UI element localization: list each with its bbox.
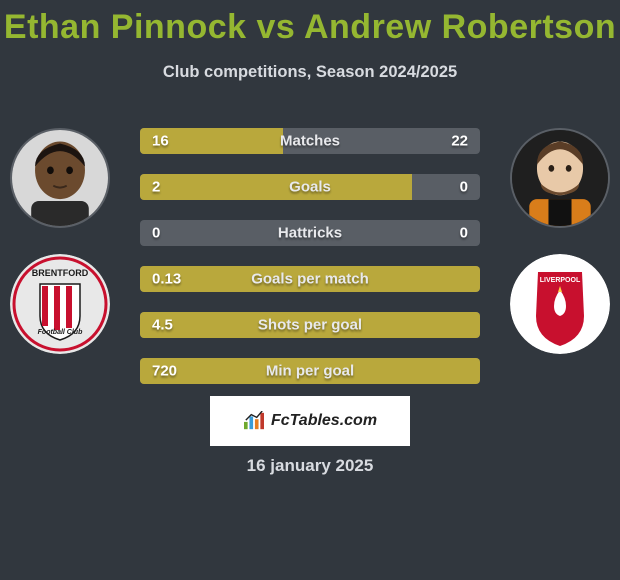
stat-row: 2 Goals 0 <box>140 174 480 200</box>
stat-value-left: 16 <box>152 133 169 150</box>
stat-value-right: 0 <box>460 225 468 242</box>
stat-row: 720 Min per goal <box>140 358 480 384</box>
club2-crest: LIVERPOOL <box>510 254 610 354</box>
stat-label: Goals <box>289 179 331 196</box>
stat-label: Goals per match <box>251 271 369 288</box>
player1-avatar <box>10 128 110 228</box>
stat-value-left: 720 <box>152 363 177 380</box>
stat-row: 4.5 Shots per goal <box>140 312 480 338</box>
stat-value-left: 4.5 <box>152 317 173 334</box>
brand-logo-icon <box>243 411 265 431</box>
stat-value-left: 0.13 <box>152 271 181 288</box>
stat-row: 0.13 Goals per match <box>140 266 480 292</box>
club1-badge: BRENTFORD Football Club <box>10 254 110 354</box>
stat-value-right: 0 <box>460 179 468 196</box>
club1-crest: BRENTFORD Football Club <box>10 254 110 354</box>
player2-face <box>512 130 608 226</box>
page-title: Ethan Pinnock vs Andrew Robertson <box>0 0 620 47</box>
player1-face <box>12 130 108 226</box>
stat-value-right: 22 <box>451 133 468 150</box>
stat-row: 16 Matches 22 <box>140 128 480 154</box>
stat-value-left: 2 <box>152 179 160 196</box>
stat-label: Shots per goal <box>258 317 362 334</box>
brand-badge: FcTables.com <box>210 396 410 446</box>
footer-date: 16 january 2025 <box>247 456 374 476</box>
subtitle: Club competitions, Season 2024/2025 <box>0 63 620 82</box>
brand-logo-text: FcTables.com <box>271 412 377 430</box>
stat-row: 0 Hattricks 0 <box>140 220 480 246</box>
stat-value-left: 0 <box>152 225 160 242</box>
svg-text:Football Club: Football Club <box>38 329 83 336</box>
stat-label: Min per goal <box>266 363 354 380</box>
player2-avatar <box>510 128 610 228</box>
stats-container: 16Matches222Goals00Hattricks00.13Goals p… <box>140 128 480 404</box>
stat-label: Hattricks <box>278 225 342 242</box>
stat-label: Matches <box>280 133 340 150</box>
svg-text:LIVERPOOL: LIVERPOOL <box>540 277 581 284</box>
stat-fill-left <box>140 174 412 200</box>
svg-text:BRENTFORD: BRENTFORD <box>32 268 89 278</box>
club2-badge: LIVERPOOL <box>510 254 610 354</box>
